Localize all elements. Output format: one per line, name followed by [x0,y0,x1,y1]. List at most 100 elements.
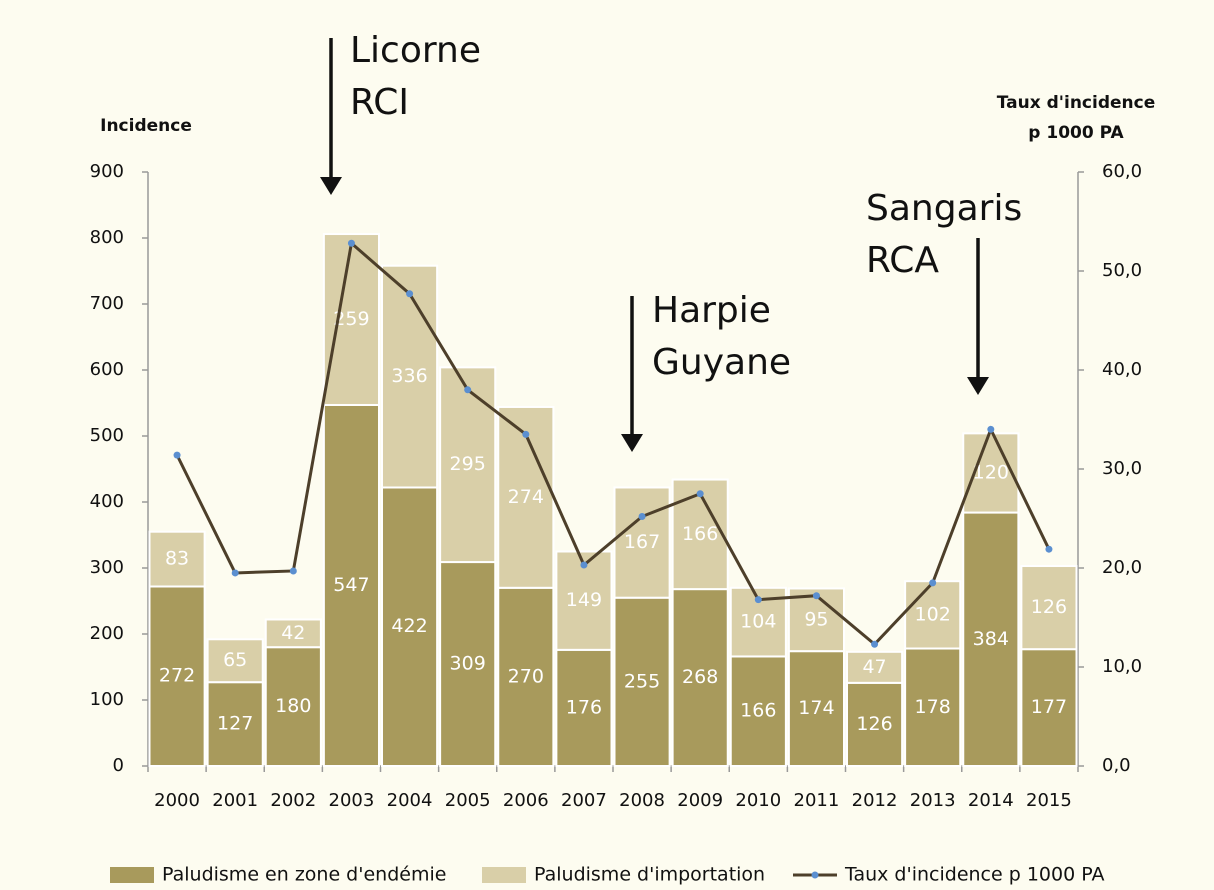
bar [671,588,729,767]
value-label: 166 [682,523,718,545]
x-tick-label: 2006 [503,790,549,811]
annotation: Licorne [350,30,481,71]
legend-label: Taux d'incidence p 1000 PA [844,864,1104,886]
y2-tick-label: 20,0 [1102,557,1142,578]
bar [671,478,729,591]
annotation: RCA [866,240,939,281]
y-tick-label: 500 [90,425,124,446]
value-label: 174 [798,697,834,719]
bar [381,486,439,767]
line-marker [580,561,588,569]
y2-tick-label: 0,0 [1102,755,1131,776]
line-marker [289,567,297,575]
x-tick-label: 2010 [735,790,781,811]
value-label: 177 [1031,696,1067,718]
line-marker [1045,545,1053,553]
value-label: 149 [566,589,602,611]
x-tick-label: 2002 [270,790,316,811]
value-label: 274 [508,486,544,508]
annotation: Sangaris [866,188,1022,229]
bar [846,681,904,768]
y-tick-label: 0 [113,755,124,776]
x-tick-label: 2004 [387,790,433,811]
value-label: 270 [508,665,544,687]
line-marker [464,386,472,394]
annotation: Guyane [652,342,791,383]
y2-tick-label: 60,0 [1102,161,1142,182]
y-axis-label: Incidence [100,116,192,136]
x-tick-label: 2013 [910,790,956,811]
x-tick-label: 2015 [1026,790,1072,811]
value-label: 42 [281,622,305,644]
legend-swatch [482,867,526,883]
y-tick-label: 800 [90,227,124,248]
line-marker [929,579,937,587]
y-tick-label: 400 [90,491,124,512]
bar [904,647,962,768]
value-label: 272 [159,665,195,687]
value-label: 295 [450,453,486,475]
x-tick-label: 2001 [212,790,258,811]
bar [148,530,206,588]
value-label: 127 [217,713,253,735]
line-marker [754,596,762,604]
bar [787,650,845,767]
value-label: 384 [973,628,1009,650]
value-label: 268 [682,666,718,688]
value-label: 167 [624,531,660,553]
line-marker [231,569,239,577]
line [175,240,1051,647]
x-tick-label: 2009 [677,790,723,811]
value-label: 259 [333,308,369,330]
x-tick-label: 2014 [968,790,1014,811]
y-tick-label: 300 [90,557,124,578]
value-label: 178 [915,696,951,718]
bar [555,550,613,651]
line-marker [638,513,646,521]
value-label: 547 [333,574,369,596]
value-label: 95 [804,608,828,630]
x-tick-label: 2005 [445,790,491,811]
y2-axis-label: p 1000 PA [1028,123,1124,143]
value-label: 120 [973,461,1009,483]
bar [322,403,380,767]
value-label: 47 [862,656,886,678]
y-tick-label: 600 [90,359,124,380]
x-tick-label: 2007 [561,790,607,811]
bar [1020,565,1078,651]
value-label: 309 [450,653,486,675]
bar [439,561,497,767]
y2-tick-label: 40,0 [1102,359,1142,380]
value-label: 176 [566,696,602,718]
bar [962,432,1020,514]
value-label: 180 [275,695,311,717]
line-marker [812,592,820,600]
line-marker [173,451,181,459]
y-tick-label: 100 [90,689,124,710]
x-tick-label: 2008 [619,790,665,811]
bar [613,596,671,768]
x-tick-label: 2003 [329,790,375,811]
bar [439,366,497,564]
line-marker [696,490,704,498]
bar [322,233,380,406]
bar [846,650,904,684]
arrow-head [320,177,342,195]
line-marker [347,239,355,247]
y-tick-label: 700 [90,293,124,314]
y2-tick-label: 50,0 [1102,260,1142,281]
line-marker [987,425,995,433]
value-label: 255 [624,670,660,692]
bar [613,486,671,599]
line-marker [871,640,879,648]
legend-marker [811,871,819,879]
legend-label: Paludisme en zone d'endémie [162,864,446,886]
value-label: 102 [915,603,951,625]
value-label: 104 [740,611,776,633]
legend-label: Paludisme d'importation [534,864,765,886]
y-tick-label: 900 [90,161,124,182]
bar [1020,648,1078,767]
y-tick-label: 200 [90,623,124,644]
y2-axis-label: Taux d'incidence [997,93,1155,113]
